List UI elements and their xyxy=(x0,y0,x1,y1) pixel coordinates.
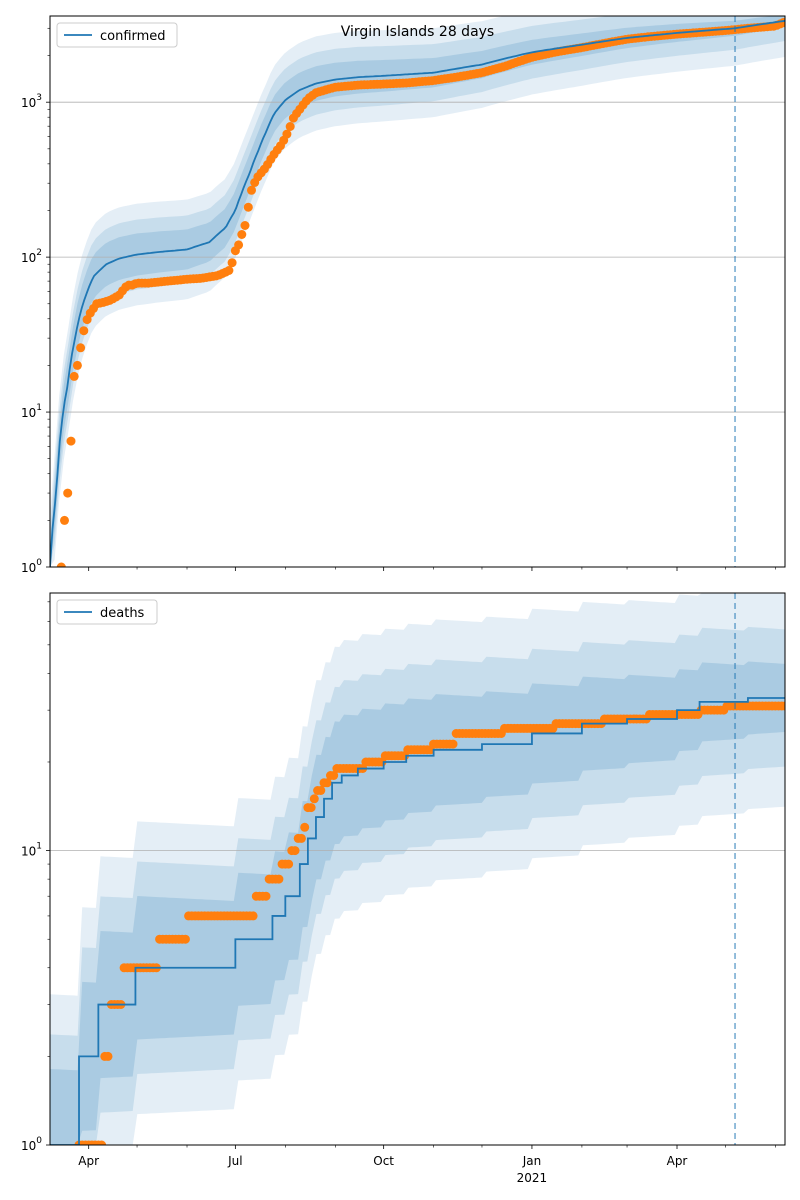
x-tick-label: Jan xyxy=(522,1154,542,1168)
observed-point xyxy=(224,266,234,275)
uncertainty-band-2 xyxy=(50,626,785,1145)
observed-point xyxy=(240,221,250,230)
observed-point xyxy=(97,1140,107,1145)
observed-point xyxy=(290,846,300,856)
x-year-label: 2021 xyxy=(517,1171,548,1185)
observed-point xyxy=(63,488,73,498)
deaths-legend: deaths xyxy=(56,599,158,625)
legend-label-deaths: deaths xyxy=(100,606,145,621)
observed-point xyxy=(237,230,247,239)
observed-point xyxy=(282,129,292,139)
observed-point xyxy=(234,240,244,250)
observed-point xyxy=(103,1051,113,1061)
observed-point xyxy=(309,794,319,804)
deaths-model-line xyxy=(50,697,785,1145)
confirmed-panel: 100 101 102 103 Virgin Islands 28 days conf… xyxy=(21,15,786,575)
observed-point xyxy=(69,371,79,381)
deaths-y-ticks: 100 101 xyxy=(21,601,50,1153)
y-tick-label: 101 xyxy=(21,842,42,859)
observed-point xyxy=(247,185,256,195)
confirmed-x-ticks xyxy=(88,567,776,571)
confirmed-y-ticks: 100 101 102 103 xyxy=(21,27,50,575)
legend-box xyxy=(56,599,158,625)
observed-point xyxy=(316,786,326,795)
x-tick-label: Apr xyxy=(78,1154,99,1168)
confirmed-model-line xyxy=(50,19,785,567)
observed-point xyxy=(296,833,306,843)
uncertainty-band-1 xyxy=(50,593,785,1145)
legend-label-confirmed: confirmed xyxy=(100,29,166,44)
observed-point xyxy=(448,739,458,749)
observed-point xyxy=(285,122,295,131)
confirmed-uncertainty-bands xyxy=(50,16,785,567)
observed-point xyxy=(227,258,237,268)
observed-point xyxy=(322,778,332,788)
observed-point xyxy=(76,343,86,353)
x-tick-label: Jul xyxy=(227,1154,242,1168)
deaths-uncertainty-bands xyxy=(50,593,785,1145)
confirmed-observed-points xyxy=(56,18,785,567)
observed-point xyxy=(780,701,785,711)
confirmed-gridlines xyxy=(50,101,785,413)
deaths-panel: 100 101 Apr Jul Oct Jan 2021 Apr deaths xyxy=(21,592,786,1185)
observed-point xyxy=(56,562,66,567)
y-tick-label: 102 xyxy=(21,248,42,265)
observed-point xyxy=(243,202,253,212)
confirmed-legend: confirmed xyxy=(56,22,178,48)
y-tick-label: 100 xyxy=(21,1136,42,1153)
uncertainty-band-3 xyxy=(50,661,785,1145)
x-tick-label: Oct xyxy=(373,1154,394,1168)
uncertainty-band-1 xyxy=(50,16,785,567)
observed-point xyxy=(60,515,69,525)
deaths-observed-points xyxy=(74,701,785,1145)
y-tick-label: 100 xyxy=(21,558,42,575)
observed-point xyxy=(79,326,89,336)
legend-box xyxy=(56,22,178,48)
x-tick-label: Apr xyxy=(667,1154,688,1168)
observed-point xyxy=(180,934,190,944)
observed-point xyxy=(284,859,294,869)
observed-point xyxy=(300,822,310,832)
chart-title: Virgin Islands 28 days xyxy=(341,24,494,40)
observed-point xyxy=(274,874,284,884)
observed-point xyxy=(329,771,339,780)
observed-point xyxy=(261,891,271,901)
observed-point xyxy=(248,911,258,921)
y-tick-label: 101 xyxy=(21,403,42,420)
deaths-x-ticks: Apr Jul Oct Jan 2021 Apr xyxy=(78,1145,776,1185)
observed-point xyxy=(66,436,76,446)
observed-point xyxy=(306,803,316,813)
observed-point xyxy=(72,360,82,370)
deaths-axes-frame xyxy=(49,592,786,1146)
y-tick-label: 103 xyxy=(21,93,42,110)
observed-point xyxy=(778,18,785,27)
